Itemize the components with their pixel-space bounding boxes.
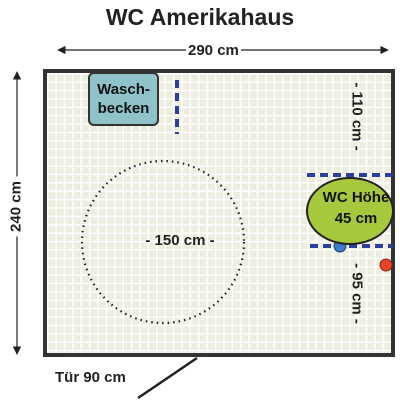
sink-label-line2: becken xyxy=(97,100,150,117)
toilet-label: WC Höhe 45 cm xyxy=(306,187,400,229)
plan-title: WC Amerikahaus xyxy=(105,4,295,30)
toilet-label-line1: WC Höhe xyxy=(322,189,390,206)
bottom-clearance-label: - 95 cm - xyxy=(348,263,366,324)
top-clearance-label: - 110 cm - xyxy=(348,82,366,151)
toilet-label-line2: 45 cm xyxy=(334,210,378,227)
turning-circle-label: - 150 cm - xyxy=(145,232,215,249)
alarm-button-icon xyxy=(379,258,393,272)
door-label: Tür 90 cm xyxy=(55,369,126,386)
sink: Wasch- becken xyxy=(88,72,159,126)
sink-label-line1: Wasch- xyxy=(97,81,150,98)
height-label: 240 cm xyxy=(7,176,25,237)
width-label: 290 cm xyxy=(186,42,241,59)
toilet xyxy=(306,177,394,245)
door-icon xyxy=(137,356,198,400)
turning-circle xyxy=(80,159,246,325)
